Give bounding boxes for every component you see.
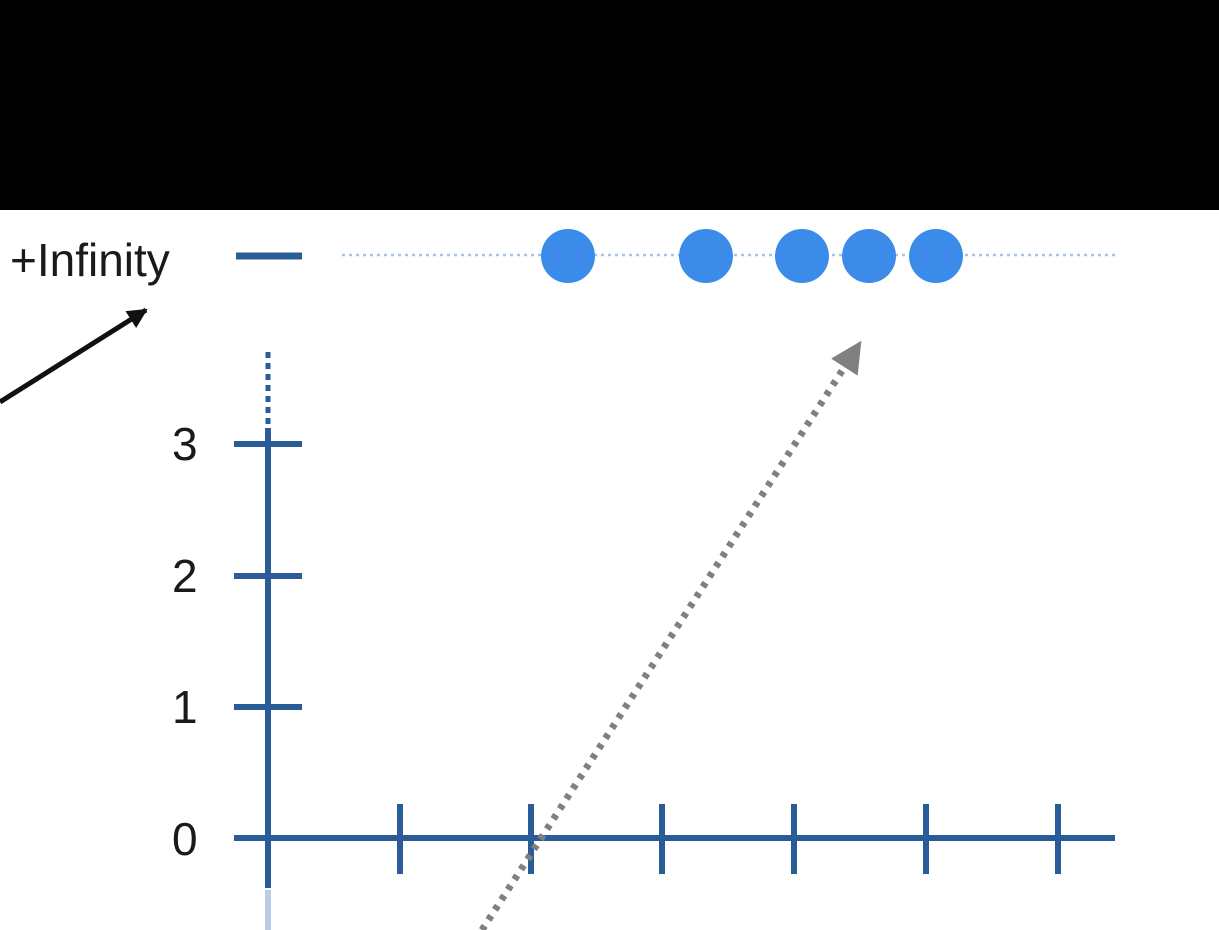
y-tick-label-2: 2 bbox=[172, 550, 198, 602]
y-tick-label-3: 3 bbox=[172, 418, 198, 470]
points-at-infinity bbox=[541, 229, 963, 283]
y-tick-label-0: 0 bbox=[172, 813, 198, 865]
trend-arrow bbox=[479, 340, 862, 930]
point-at-infinity-5 bbox=[909, 229, 963, 283]
point-at-infinity-2 bbox=[679, 229, 733, 283]
infinity-label: +Infinity bbox=[10, 234, 170, 286]
point-at-infinity-4 bbox=[842, 229, 896, 283]
point-at-infinity-3 bbox=[775, 229, 829, 283]
x-ticks bbox=[397, 804, 1061, 874]
y-tick-label-1: 1 bbox=[172, 681, 198, 733]
top-black-band bbox=[0, 0, 1219, 210]
point-at-infinity-1 bbox=[541, 229, 595, 283]
pointer-arrow bbox=[0, 307, 148, 405]
